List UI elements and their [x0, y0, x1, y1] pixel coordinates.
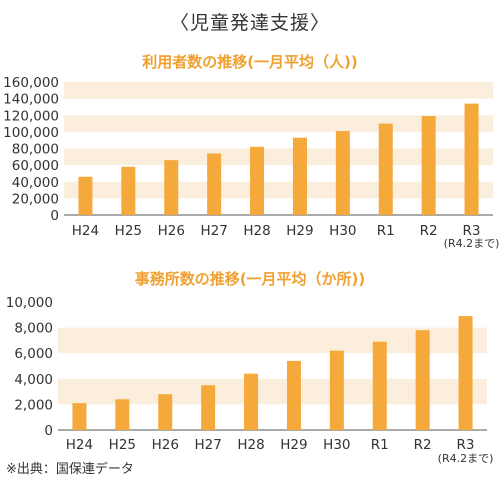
- offices-category-label: H27: [194, 437, 221, 453]
- chart-title-offices: 事務所数の推移(一月平均（か所)): [134, 270, 366, 288]
- users-category-label: R1: [377, 223, 395, 239]
- offices-category-label: H30: [323, 437, 350, 453]
- users-bar-H25: [121, 166, 136, 215]
- offices-bar-H27: [201, 385, 216, 430]
- offices-category-label: H29: [280, 437, 307, 453]
- chart-title-users: 利用者数の推移(一月平均（人)): [142, 53, 358, 71]
- users-category-label: H28: [243, 223, 270, 239]
- offices-bar-R1: [372, 341, 387, 430]
- users-category-label: H27: [200, 223, 227, 239]
- users-ytick-label: 120,000: [3, 108, 59, 124]
- users-category-note: (R4.2まで): [444, 237, 500, 250]
- users-ytick-label: 100,000: [3, 125, 59, 141]
- offices-ytick-label: 2,000: [14, 397, 53, 413]
- users-ytick-label: 80,000: [12, 142, 59, 158]
- offices-ytick-label: 6,000: [14, 346, 53, 362]
- offices-ytick-label: 0: [44, 423, 53, 439]
- users-category-label: R3: [463, 223, 481, 239]
- users-bar-R3: [464, 103, 479, 215]
- users-bar-H27: [207, 153, 222, 215]
- users-category-label: R2: [420, 223, 438, 239]
- offices-grid-band: [58, 327, 487, 354]
- users-category-label: H25: [115, 223, 142, 239]
- users-category-label: H26: [158, 223, 185, 239]
- users-category-label: H30: [329, 223, 356, 239]
- page-title: 〈児童発達支援〉: [169, 12, 330, 34]
- offices-ytick-label: 4,000: [14, 372, 53, 388]
- users-bar-H24: [78, 176, 93, 215]
- users-category-label: H24: [72, 223, 99, 239]
- users-ytick-label: 20,000: [12, 191, 59, 207]
- offices-bar-R2: [415, 330, 430, 430]
- offices-bar-H28: [244, 373, 259, 430]
- users-ytick-label: 40,000: [12, 175, 59, 191]
- offices-bar-H26: [158, 394, 173, 430]
- offices-ytick-label: 8,000: [14, 321, 53, 337]
- offices-category-label: H25: [109, 437, 136, 453]
- users-ytick-label: 60,000: [12, 158, 59, 174]
- users-bar-H30: [335, 131, 350, 215]
- offices-category-label: H24: [66, 437, 93, 453]
- offices-category-label: R1: [371, 437, 389, 453]
- offices-bar-H30: [329, 350, 344, 430]
- users-bar-R1: [378, 123, 393, 215]
- users-grid-band: [64, 82, 493, 99]
- users-ytick-label: 160,000: [3, 75, 59, 91]
- offices-category-label: R2: [414, 437, 432, 453]
- users-ytick-label: 140,000: [3, 92, 59, 108]
- users-ytick-label: 0: [50, 208, 59, 224]
- users-bar-R2: [421, 116, 436, 215]
- offices-grid-band: [58, 378, 487, 405]
- users-bar-H28: [250, 146, 265, 215]
- users-category-label: H29: [286, 223, 313, 239]
- offices-bar-R3: [458, 316, 473, 430]
- offices-category-label: H28: [237, 437, 264, 453]
- users-bar-H29: [292, 137, 307, 215]
- offices-bar-H29: [286, 360, 301, 430]
- source-note: ※出典：国保連データ: [6, 462, 134, 477]
- offices-bar-H24: [72, 403, 87, 430]
- offices-category-note: (R4.2まで): [438, 452, 494, 465]
- users-bar-H26: [164, 160, 179, 215]
- offices-category-label: H26: [152, 437, 179, 453]
- offices-category-label: R3: [457, 437, 475, 453]
- offices-bar-H25: [115, 399, 130, 430]
- offices-ytick-label: 10,000: [6, 295, 53, 311]
